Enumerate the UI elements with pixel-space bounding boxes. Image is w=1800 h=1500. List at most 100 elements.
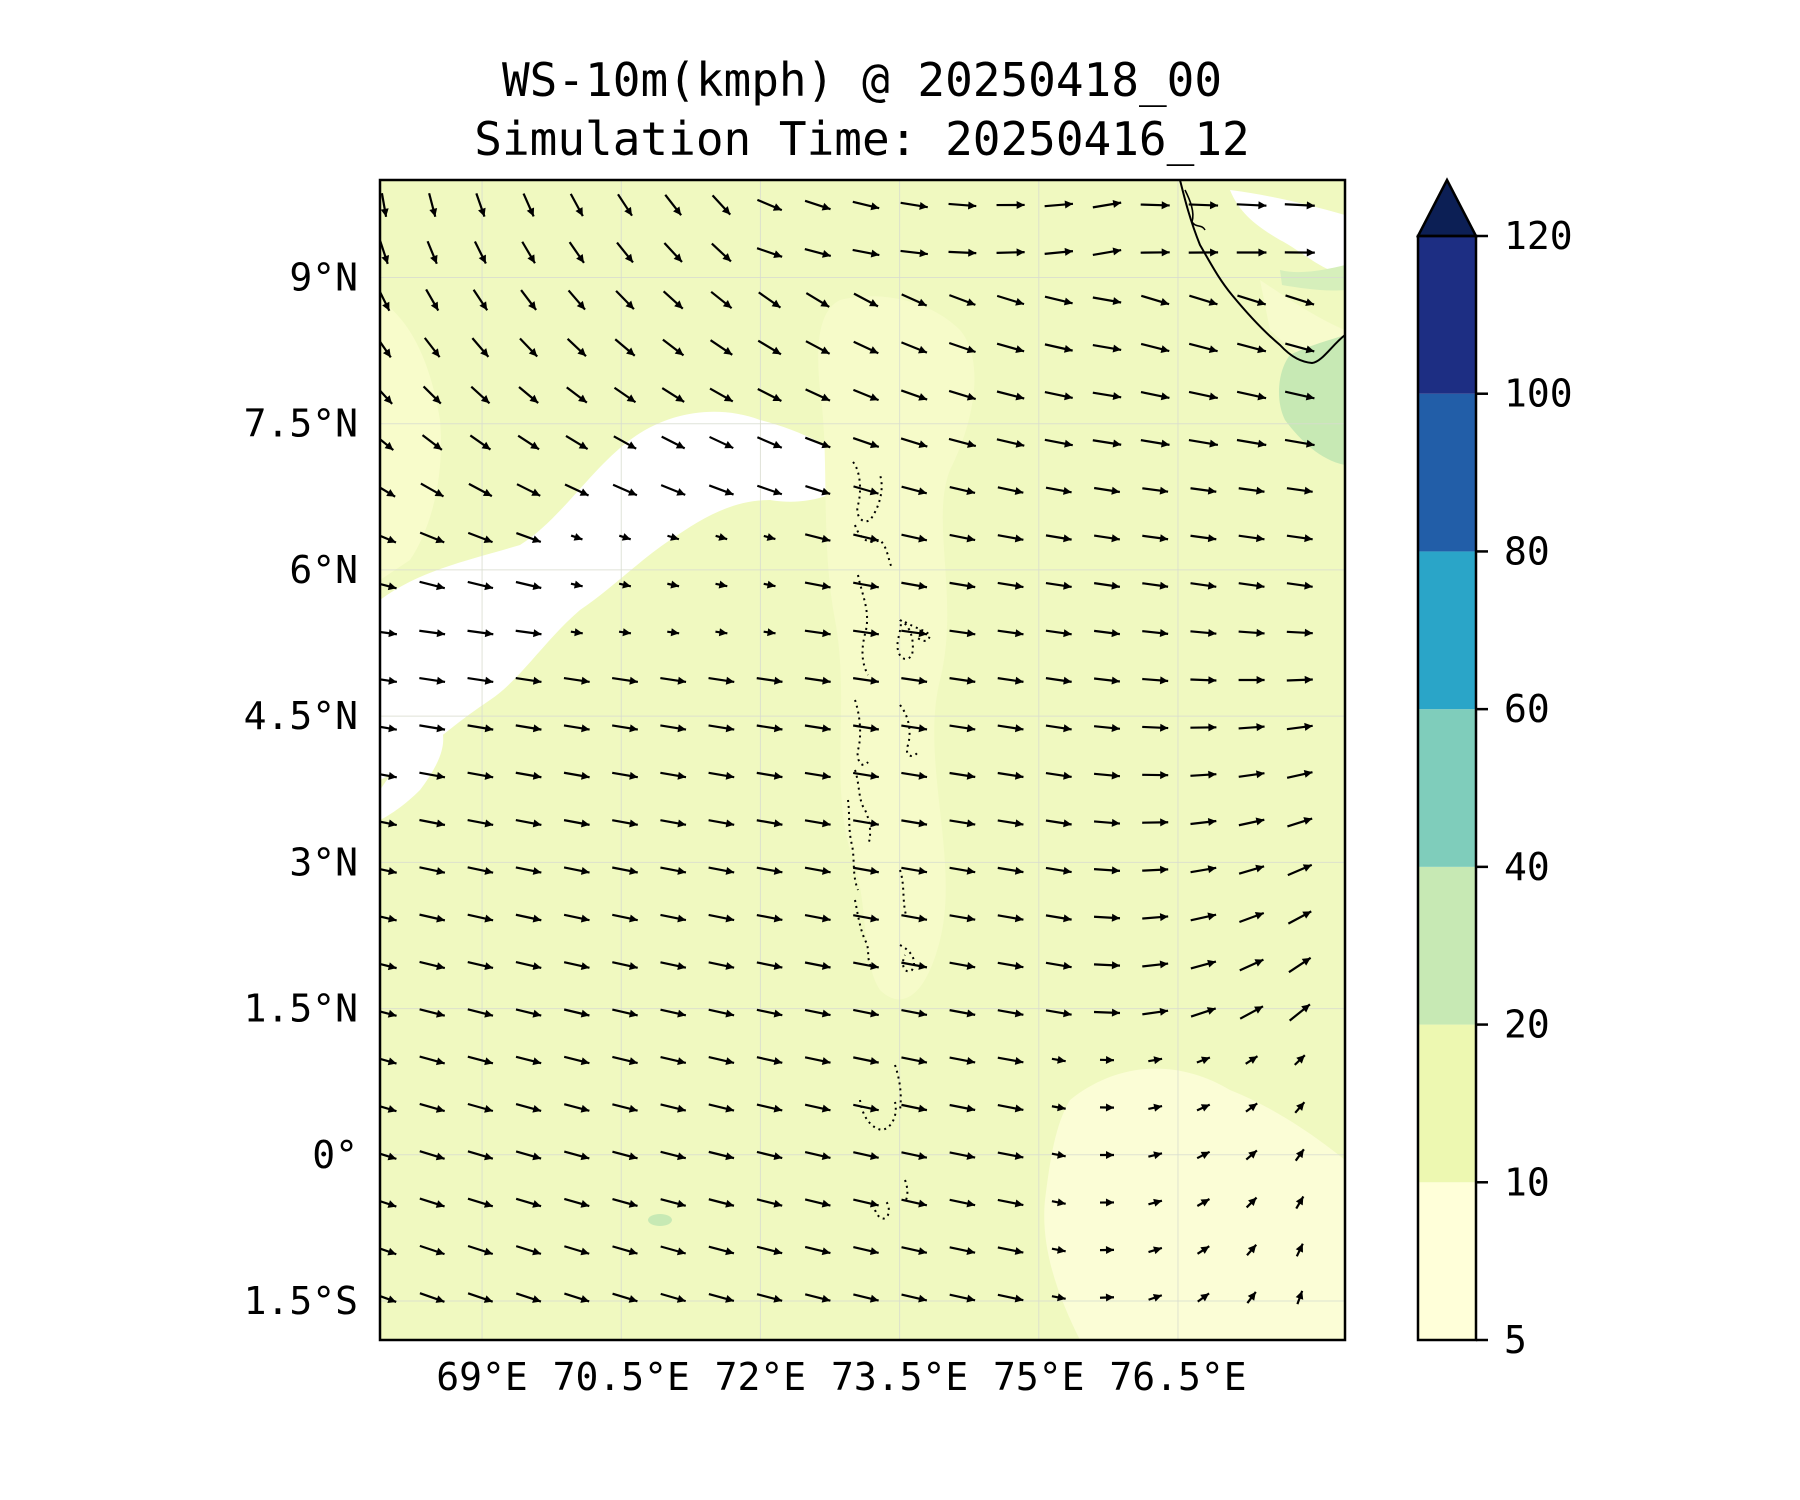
wind-arrow bbox=[949, 1056, 976, 1065]
wind-arrow bbox=[380, 192, 389, 218]
wind-arrow bbox=[1285, 342, 1315, 354]
wind-arrow bbox=[901, 485, 928, 496]
wind-arrow bbox=[1190, 628, 1217, 637]
wind-arrow bbox=[1239, 958, 1264, 972]
wind-arrow bbox=[467, 960, 494, 971]
wind-arrow bbox=[804, 436, 831, 449]
wind-arrow bbox=[1196, 1198, 1211, 1207]
wind-arrow bbox=[853, 533, 879, 543]
wind-arrow bbox=[612, 1008, 638, 1018]
wind-arrow bbox=[805, 340, 831, 355]
wind-arrow bbox=[853, 1151, 879, 1160]
wind-arrow bbox=[521, 241, 536, 264]
wind-arrow bbox=[1236, 248, 1267, 257]
wind-arrow bbox=[1142, 865, 1169, 874]
wind-arrow bbox=[708, 771, 735, 780]
wind-arrow bbox=[563, 913, 590, 923]
wind-arrow bbox=[569, 193, 584, 217]
wind-arrow bbox=[708, 676, 735, 685]
wind-arrow bbox=[708, 1198, 735, 1208]
wind-arrow bbox=[1286, 486, 1313, 495]
y-tick-label: 1.5°S bbox=[244, 1279, 358, 1323]
wind-arrow bbox=[1092, 296, 1122, 306]
wind-arrow bbox=[948, 437, 977, 448]
wind-arrow bbox=[949, 533, 976, 543]
wind-arrow bbox=[948, 248, 977, 257]
wind-arrow bbox=[380, 437, 395, 451]
wind-arrow bbox=[380, 1294, 397, 1303]
wind-arrow bbox=[1288, 956, 1312, 974]
wind-arrow bbox=[805, 388, 831, 402]
x-tick-label: 69°E bbox=[436, 1355, 528, 1399]
wind-arrow bbox=[804, 581, 831, 590]
wind-arrow bbox=[1286, 675, 1313, 684]
x-tick-label: 73.5°E bbox=[831, 1355, 968, 1399]
wind-arrow bbox=[664, 194, 683, 216]
wind-arrow bbox=[612, 913, 638, 923]
wind-arrow bbox=[515, 580, 542, 591]
wind-arrow bbox=[380, 1200, 397, 1208]
wind-arrow bbox=[1142, 581, 1169, 590]
atoll-equator bbox=[904, 1179, 909, 1201]
wind-arrow bbox=[901, 961, 928, 970]
wind-arrow bbox=[901, 819, 928, 828]
wind-arrow bbox=[515, 961, 542, 971]
wind-arrow bbox=[1294, 1148, 1305, 1162]
colorbar-frame bbox=[1416, 234, 1478, 1342]
wind-arrow bbox=[470, 385, 491, 405]
wind-arrow bbox=[419, 1055, 446, 1066]
wind-arrow bbox=[757, 387, 782, 403]
wind-arrow bbox=[756, 866, 783, 875]
x-tick-label: 70.5°E bbox=[553, 1355, 690, 1399]
wind-arrow bbox=[1093, 913, 1121, 922]
wind-arrow bbox=[667, 533, 680, 541]
wind-arrow bbox=[570, 628, 583, 637]
colorbar-segment bbox=[1418, 551, 1476, 710]
wind-arrow bbox=[804, 1198, 831, 1208]
wind-arrow bbox=[1093, 961, 1121, 970]
wind-arrow bbox=[1142, 534, 1169, 543]
wind-arrow bbox=[711, 194, 732, 216]
wind-arrow bbox=[1140, 439, 1170, 448]
wind-arrow bbox=[715, 628, 728, 637]
wind-arrow bbox=[1045, 581, 1072, 590]
wind-arrow bbox=[467, 676, 494, 685]
wind-arrow bbox=[421, 434, 443, 451]
wind-arrow bbox=[1093, 1008, 1121, 1017]
wind-arrow bbox=[758, 291, 782, 309]
atoll-huvadhu bbox=[859, 1099, 897, 1132]
wind-arrow bbox=[949, 1009, 976, 1018]
wind-arrow bbox=[997, 486, 1024, 495]
light-area-west-edge bbox=[380, 300, 441, 580]
wind-arrow bbox=[1093, 486, 1121, 495]
wind-arrow bbox=[1190, 1007, 1217, 1018]
wind-arrow bbox=[1092, 247, 1122, 257]
wind-arrow bbox=[997, 676, 1024, 685]
y-tick-label: 3°N bbox=[289, 840, 358, 884]
wind-arrow bbox=[660, 1008, 687, 1018]
wind-arrow bbox=[1051, 1198, 1066, 1207]
wind-arrow bbox=[949, 1198, 976, 1208]
atoll-chain-7 bbox=[854, 899, 873, 969]
wind-arrow bbox=[1239, 1005, 1264, 1020]
wind-arrow bbox=[1286, 534, 1313, 543]
calm-area-northeast bbox=[1230, 190, 1345, 275]
wind-arrow bbox=[617, 193, 633, 217]
wind-arrow bbox=[708, 1008, 735, 1018]
wind-arrow bbox=[1093, 866, 1121, 875]
wind-arrow bbox=[900, 437, 928, 449]
wind-arrow bbox=[661, 435, 686, 450]
wind-arrow bbox=[1099, 1198, 1115, 1207]
wind-arrow bbox=[1238, 581, 1265, 590]
wind-arrow bbox=[756, 1103, 783, 1113]
colorbar-label: 80 bbox=[1504, 529, 1550, 573]
wind-arrow bbox=[1238, 486, 1265, 495]
wind-arrow bbox=[852, 629, 880, 638]
wind-arrow bbox=[1148, 1246, 1163, 1255]
wind-arrow bbox=[900, 249, 928, 258]
wind-arrow bbox=[469, 434, 492, 451]
wind-arrow bbox=[1245, 1149, 1258, 1161]
wind-arrow bbox=[756, 436, 783, 449]
wind-arrow bbox=[660, 1198, 687, 1208]
